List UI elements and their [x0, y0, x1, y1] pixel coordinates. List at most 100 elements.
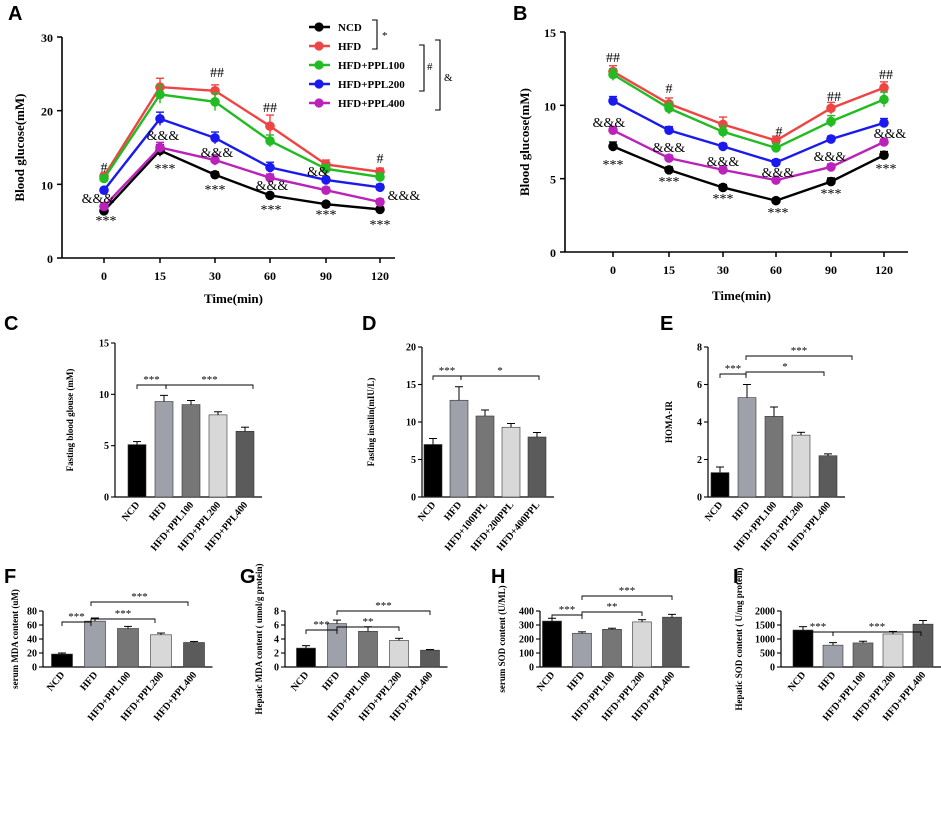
legend-label: HFD+PPL200	[338, 79, 405, 91]
data-point	[664, 103, 674, 114]
bar-HFD	[84, 620, 106, 668]
significance-mark: ***	[876, 162, 897, 177]
x-tick-label: 120	[371, 269, 389, 283]
significance-bracket	[460, 375, 540, 380]
y-tick-label: 0	[32, 663, 37, 674]
data-point	[664, 153, 674, 163]
panel-letter: C	[4, 313, 18, 335]
data-point	[771, 143, 781, 153]
x-tick-label: 90	[825, 263, 837, 277]
x-tick-label: HFD	[147, 500, 169, 523]
y-tick-label: 15	[544, 26, 556, 40]
y-tick-label: 30	[41, 31, 53, 45]
bar-NCD	[296, 647, 316, 668]
data-point	[375, 204, 385, 215]
significance-bracket	[832, 631, 922, 636]
bar-NCD	[127, 444, 147, 498]
bar-HFD+PPL100	[764, 416, 784, 498]
significance-label: ***	[439, 365, 456, 377]
significance-label: **	[607, 601, 618, 613]
data-point	[826, 103, 836, 114]
legend-sig: #	[427, 61, 433, 73]
significance-label: ***	[375, 600, 392, 612]
y-tick-label: 1500	[755, 621, 775, 632]
y-tick-label: 0	[770, 663, 775, 674]
x-tick-label: 30	[209, 269, 221, 283]
x-tick-label: NCD	[786, 670, 808, 694]
data-point	[155, 142, 165, 153]
x-tick-label: NCD	[120, 500, 142, 524]
significance-mark: &&&	[653, 141, 686, 156]
y-axis-title: serum MDA content (uM)	[10, 589, 20, 689]
data-point	[771, 195, 781, 206]
bar-NCD	[542, 620, 562, 668]
significance-label: ***	[68, 611, 85, 623]
data-point	[321, 199, 331, 210]
x-tick-label: NCD	[45, 670, 67, 694]
x-axis-title: Time(min)	[204, 291, 263, 306]
series-line	[103, 93, 381, 180]
panel-letter: G	[240, 566, 256, 588]
data-point	[879, 82, 889, 93]
data-point	[879, 118, 889, 128]
data-point	[608, 69, 618, 80]
x-tick-label: NCD	[289, 670, 311, 694]
series-HFD+PPL100	[608, 67, 889, 153]
series-line	[612, 70, 885, 142]
significance-mark: &&&	[147, 129, 180, 144]
data-point	[879, 150, 889, 160]
significance-mark: &&&	[707, 155, 740, 170]
panel-letter: A	[8, 3, 22, 25]
significance-mark: ##	[210, 66, 224, 81]
significance-mark: ***	[603, 158, 624, 173]
x-tick-label: 15	[154, 269, 166, 283]
y-tick-label: 20	[27, 649, 37, 660]
data-point	[771, 157, 781, 168]
x-tick-label: HFD	[442, 500, 464, 523]
legend-sig: *	[382, 30, 388, 42]
y-tick-label: 4	[697, 418, 702, 429]
data-point	[265, 190, 275, 201]
legend-bracket	[435, 39, 441, 111]
panel-letter: D	[362, 313, 376, 335]
significance-bracket	[336, 626, 400, 631]
data-point	[664, 165, 674, 175]
panel-letter: E	[660, 313, 673, 335]
panel-B: B 0 5 10 15 0 15 30 60 90 120 Time(min) Blood glucos…	[513, 3, 908, 303]
significance-mark: #	[101, 161, 108, 176]
y-tick-label: 4	[274, 635, 279, 646]
data-point	[99, 201, 109, 212]
significance-mark: ***	[821, 187, 842, 202]
significance-bracket	[90, 601, 189, 606]
y-tick-label: 8	[697, 343, 702, 354]
legend-marker	[314, 22, 324, 32]
significance-bracket	[336, 610, 431, 615]
y-tick-label: 1000	[755, 635, 775, 646]
data-point	[210, 169, 220, 180]
y-tick-label: 5	[411, 455, 416, 466]
y-tick-label: 200	[519, 635, 534, 646]
significance-mark: &&&	[874, 127, 907, 142]
significance-label: ***	[115, 608, 132, 620]
series-HFD+PPL200	[608, 95, 889, 168]
bar-HFD+400PPL	[527, 436, 547, 498]
significance-bracket	[61, 621, 92, 626]
data-point	[321, 185, 331, 196]
bar-HFD+200PPL	[501, 426, 521, 498]
bar-HFD+PPL400	[420, 649, 440, 668]
significance-label: *	[497, 365, 503, 377]
bar-HFD+PPL200	[632, 621, 652, 668]
data-point	[664, 125, 674, 136]
y-tick-label: 0	[47, 252, 53, 266]
x-tick-label: 120	[875, 263, 893, 277]
x-tick-label: 30	[717, 263, 729, 277]
bar-HFD	[572, 632, 592, 668]
bar-HFD+PPL100	[852, 642, 874, 668]
x-tick-label: 60	[770, 263, 782, 277]
significance-mark: #	[666, 82, 673, 97]
data-point	[826, 176, 836, 187]
legend: NCD HFD HFD+PPL100 HFD+PPL200 HFD+PPL400 * #&	[309, 19, 453, 111]
